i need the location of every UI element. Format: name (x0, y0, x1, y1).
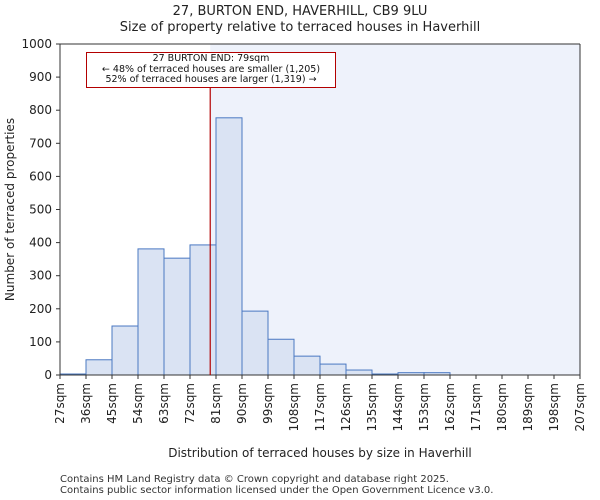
x-tick-label: 108sqm (287, 383, 301, 431)
footer-copyright: Contains HM Land Registry data © Crown c… (60, 474, 449, 485)
histogram-bar (215, 117, 243, 376)
x-tick-label: 36sqm (79, 383, 93, 424)
y-tick-label: 600 (29, 169, 52, 183)
larger-region-shade (210, 44, 580, 375)
histogram-bar (267, 338, 295, 376)
y-tick-label: 400 (29, 236, 52, 250)
y-tick-label: 100 (29, 335, 52, 349)
x-tick-label: 162sqm (443, 383, 457, 431)
y-tick-label: 700 (29, 136, 52, 150)
histogram-bar (111, 325, 139, 376)
y-tick-label: 900 (29, 70, 52, 84)
histogram-bar (85, 359, 113, 376)
x-tick-label: 171sqm (469, 383, 483, 431)
histogram-bar (189, 244, 217, 376)
x-tick-label: 54sqm (131, 383, 145, 424)
x-tick-label: 189sqm (521, 383, 535, 431)
x-tick-label: 180sqm (495, 383, 509, 431)
y-axis-label: Number of terraced properties (3, 118, 17, 301)
x-axis-label: Distribution of terraced houses by size … (168, 446, 472, 460)
chart-subtitle: Size of property relative to terraced ho… (119, 20, 481, 35)
x-tick-label: 153sqm (417, 383, 431, 431)
x-tick-label: 126sqm (339, 383, 353, 431)
y-tick-label: 0 (44, 368, 52, 382)
annotation-line-3: 52% of terraced houses are larger (1,319… (105, 74, 317, 85)
y-tick-label: 500 (29, 203, 52, 217)
annotation-line-2: ← 48% of terraced houses are smaller (1,… (101, 63, 321, 75)
x-tick-label: 99sqm (261, 383, 275, 424)
x-tick-label: 81sqm (209, 383, 223, 424)
histogram-bar (241, 310, 269, 376)
x-tick-label: 117sqm (313, 383, 327, 431)
chart-title: 27, BURTON END, HAVERHILL, CB9 9LU (172, 4, 428, 19)
x-tick-label: 198sqm (547, 383, 561, 431)
x-tick-label: 207sqm (573, 383, 587, 431)
y-tick-label: 300 (29, 269, 52, 283)
x-tick-label: 72sqm (183, 383, 197, 424)
histogram-bar (345, 369, 373, 376)
x-tick-label: 90sqm (235, 383, 249, 424)
property-annotation-box: 27 BURTON END: 79sqm ← 48% of terraced h… (86, 52, 336, 88)
y-tick-label: 200 (29, 302, 52, 316)
x-tick-label: 27sqm (53, 383, 67, 424)
histogram-bar (163, 257, 191, 376)
x-tick-label: 144sqm (391, 383, 405, 431)
y-tick-label: 1000 (21, 37, 52, 51)
x-tick-label: 63sqm (157, 383, 171, 424)
footer-licence: Contains public sector information licen… (60, 485, 494, 496)
y-tick-label: 800 (29, 103, 52, 117)
x-tick-label: 45sqm (105, 383, 119, 424)
histogram-bar (293, 355, 321, 376)
histogram-bar (319, 363, 347, 376)
x-tick-label: 135sqm (365, 383, 379, 431)
annotation-line-1: 27 BURTON END: 79sqm (152, 53, 270, 64)
histogram-bar (137, 248, 165, 376)
